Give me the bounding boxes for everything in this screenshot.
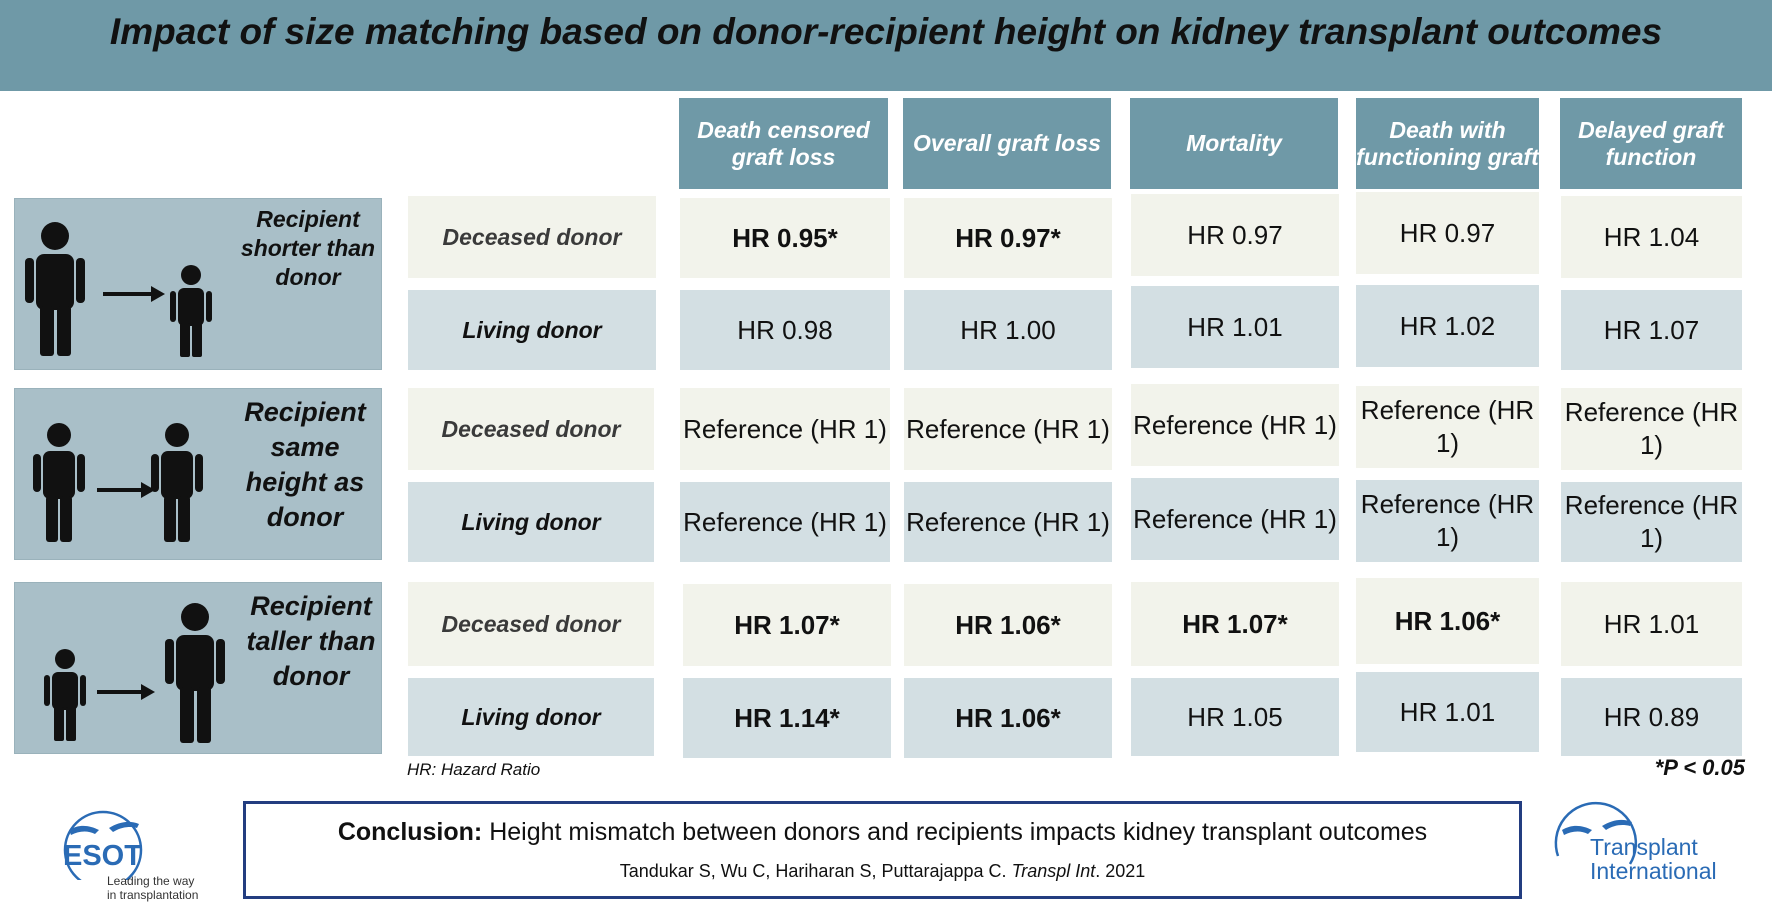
col-header-overall-graft-loss: Overall graft loss	[903, 98, 1111, 189]
cell-same-living-mortality: Reference (HR 1)	[1131, 478, 1339, 560]
group-panel-taller: Recipient taller than donor	[14, 582, 382, 754]
conclusion-label: Conclusion:	[337, 818, 483, 846]
cell-same-deceased-death-functioning: Reference (HR 1)	[1356, 386, 1539, 468]
transplant-international-logo: Transplant International	[1546, 794, 1756, 902]
title-bar	[0, 0, 1772, 91]
cell-taller-deceased-delayed-function: HR 1.01	[1561, 582, 1742, 666]
col-header-delayed-graft-function: Delayed graft function	[1560, 98, 1742, 189]
footnote-p-value: *P < 0.05	[1654, 755, 1745, 780]
conclusion-body: Height mismatch between donors and recip…	[482, 818, 1428, 846]
person-arrow-person-icon	[33, 423, 203, 542]
cell-same-living-death-censored: Reference (HR 1)	[680, 482, 890, 562]
cell-same-living-overall-graft-loss: Reference (HR 1)	[904, 482, 1112, 562]
row-label-living-donor: Living donor	[408, 290, 656, 370]
row-label-deceased-donor: Deceased donor	[408, 582, 654, 666]
citation-year: . 2021	[1095, 861, 1146, 881]
row-label-deceased-donor: Deceased donor	[408, 196, 656, 278]
citation-journal: Transpl Int	[1011, 861, 1096, 881]
cell-shorter-deceased-overall-graft-loss: HR 0.97*	[904, 198, 1112, 278]
col-header-mortality: Mortality	[1130, 98, 1338, 189]
transplant-international-line1: Transplant	[1590, 834, 1698, 860]
cell-shorter-deceased-death-censored: HR 0.95*	[680, 198, 890, 278]
citation-authors: Tandukar S, Wu C, Hariharan S, Puttaraja…	[619, 861, 1012, 881]
cell-shorter-deceased-delayed-function: HR 1.04	[1561, 196, 1742, 278]
esot-logo-name: ESOT	[63, 840, 142, 872]
cell-taller-deceased-overall-graft-loss: HR 1.06*	[904, 584, 1112, 666]
transplant-international-line2: International	[1590, 858, 1717, 884]
cell-shorter-deceased-death-functioning: HR 0.97	[1356, 192, 1539, 274]
person-arrow-person-icon	[44, 603, 225, 743]
cell-taller-deceased-death-censored: HR 1.07*	[683, 584, 891, 666]
cell-shorter-living-death-censored: HR 0.98	[680, 290, 890, 370]
cell-same-deceased-delayed-function: Reference (HR 1)	[1561, 388, 1742, 470]
esot-logo: ESOT Leading the way in transplantation	[55, 794, 215, 902]
cell-same-deceased-mortality: Reference (HR 1)	[1131, 384, 1339, 466]
cell-taller-living-death-censored: HR 1.14*	[683, 678, 891, 758]
person-arrow-person-icon	[25, 222, 212, 357]
group-label-shorter: Recipient shorter than donor	[240, 206, 376, 290]
cell-shorter-living-mortality: HR 1.01	[1131, 286, 1339, 368]
cell-same-deceased-death-censored: Reference (HR 1)	[680, 388, 890, 470]
cell-taller-deceased-mortality: HR 1.07*	[1131, 582, 1339, 666]
esot-logo-tagline-2: in transplantation	[107, 888, 199, 902]
esot-logo-mark	[63, 810, 143, 880]
cell-same-deceased-overall-graft-loss: Reference (HR 1)	[904, 388, 1112, 470]
citation: Tandukar S, Wu C, Hariharan S, Puttaraja…	[243, 861, 1522, 882]
conclusion-box	[243, 801, 1522, 899]
transplant-international-logo-mark	[1554, 801, 1638, 865]
cell-taller-living-death-functioning: HR 1.01	[1356, 672, 1539, 752]
row-label-living-donor: Living donor	[408, 482, 654, 562]
col-header-death-censored-graft-loss: Death censored graft loss	[679, 98, 888, 189]
col-header-death-with-functioning-graft: Death with functioning graft	[1356, 98, 1539, 189]
cell-shorter-deceased-mortality: HR 0.97	[1131, 194, 1339, 276]
esot-logo-tagline-1: Leading the way	[107, 874, 195, 888]
cell-taller-living-delayed-function: HR 0.89	[1561, 678, 1742, 756]
group-panel-same: Recipient same height as donor	[14, 388, 382, 560]
cell-taller-deceased-death-functioning: HR 1.06*	[1356, 578, 1539, 664]
page-title: Impact of size matching based on donor-r…	[109, 11, 1663, 52]
conclusion-text: Conclusion: Height mismatch between dono…	[243, 818, 1522, 847]
cell-shorter-living-delayed-function: HR 1.07	[1561, 290, 1742, 370]
cell-shorter-living-overall-graft-loss: HR 1.00	[904, 290, 1112, 370]
row-label-deceased-donor: Deceased donor	[408, 388, 654, 470]
cell-taller-living-overall-graft-loss: HR 1.06*	[904, 678, 1112, 758]
group-panel-shorter: Recipient shorter than donor	[14, 198, 382, 370]
cell-same-living-delayed-function: Reference (HR 1)	[1561, 482, 1742, 562]
cell-shorter-living-death-functioning: HR 1.02	[1356, 285, 1539, 367]
cell-same-living-death-functioning: Reference (HR 1)	[1356, 480, 1539, 562]
group-label-same: Recipient same height as donor	[244, 397, 366, 532]
cell-taller-living-mortality: HR 1.05	[1131, 678, 1339, 756]
footnote-hazard-ratio: HR: Hazard Ratio	[407, 760, 541, 779]
group-label-taller: Recipient taller than donor	[246, 591, 376, 691]
row-label-living-donor: Living donor	[408, 678, 654, 756]
